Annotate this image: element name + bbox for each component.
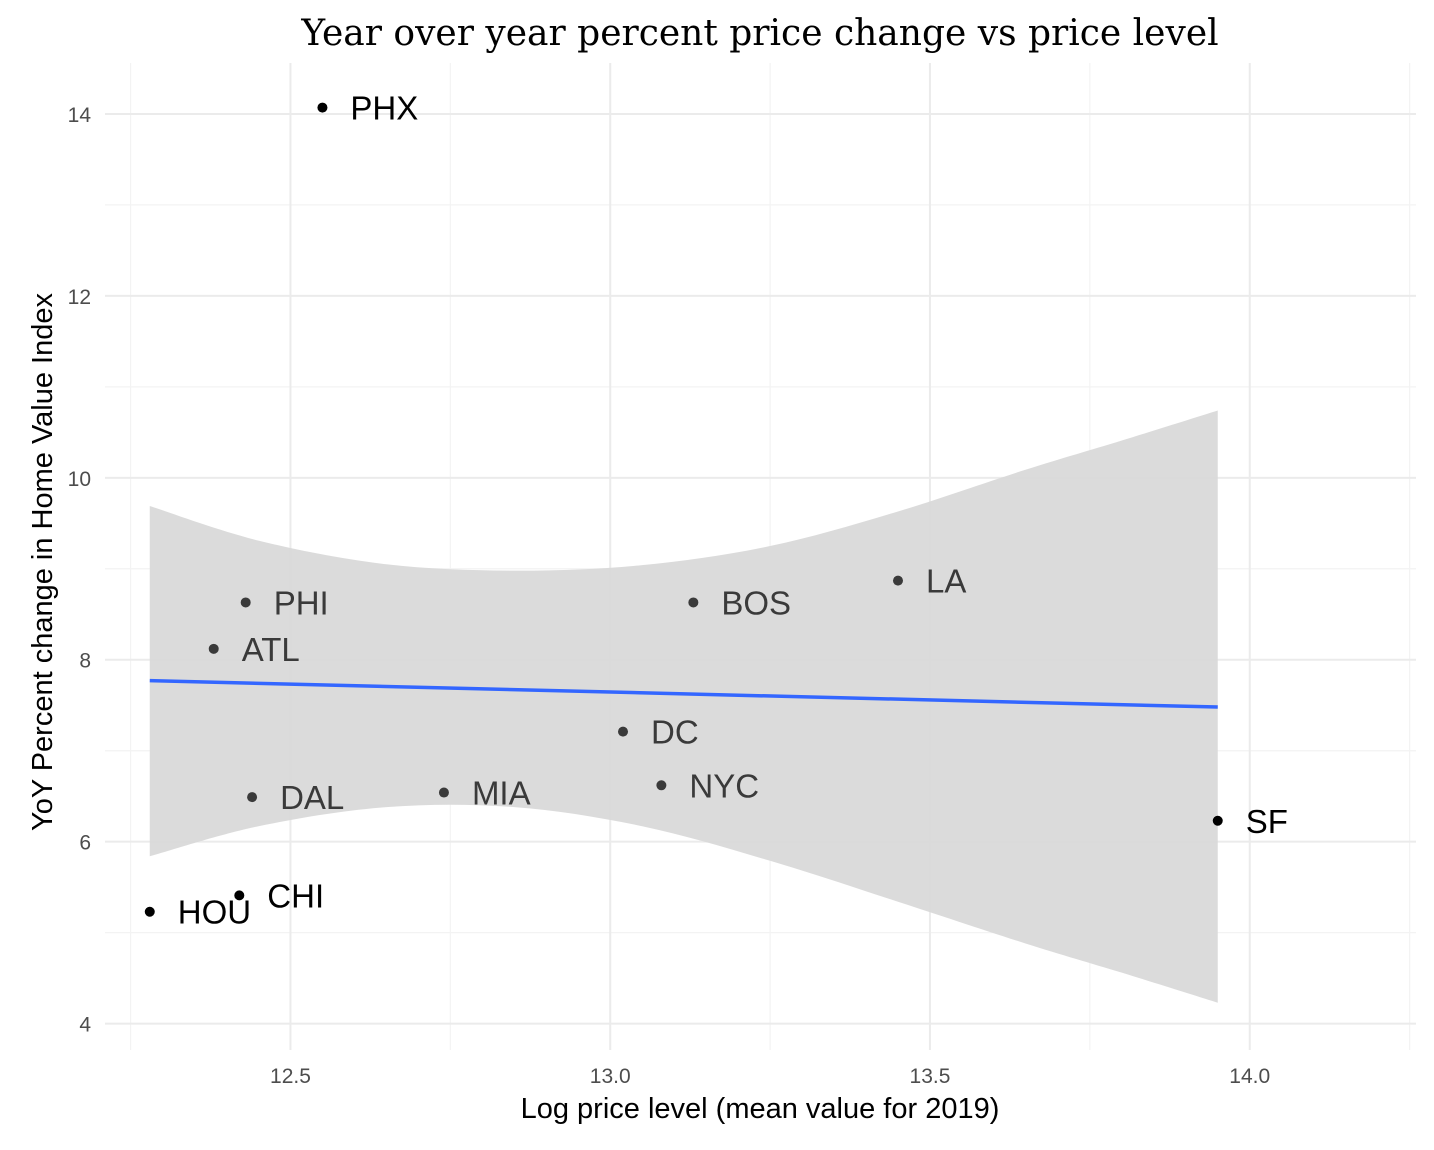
- y-tick-label: 10: [68, 468, 91, 491]
- y-axis-title: YoY Percent change in Home Value Index: [27, 293, 59, 831]
- point-label: NYC: [689, 767, 759, 804]
- x-axis-title: Log price level (mean value for 2019): [521, 1093, 1000, 1125]
- confidence-band-area: [149, 410, 1218, 1003]
- data-point: [438, 787, 449, 798]
- data-point: [1212, 815, 1223, 826]
- point-chi: CHI: [234, 877, 324, 914]
- point-label: BOS: [721, 584, 791, 621]
- chart-title: Year over year percent price change vs p…: [300, 13, 1218, 54]
- point-dal: DAL: [247, 779, 344, 816]
- point-dc: DC: [618, 714, 699, 751]
- data-point: [656, 780, 667, 791]
- trend-line: [149, 678, 1218, 709]
- point-label: SF: [1246, 803, 1288, 840]
- point-label: LA: [926, 563, 966, 600]
- point-phi: PHI: [240, 584, 329, 621]
- x-tick-label: 13.5: [910, 1065, 951, 1088]
- point-label: MIA: [472, 775, 531, 812]
- point-atl: ATL: [208, 631, 300, 668]
- confidence-band: [149, 410, 1218, 1003]
- y-axis-ticks: 4 6 8 10 12 14: [68, 104, 92, 1037]
- point-label: DAL: [280, 779, 344, 816]
- y-tick-label: 12: [68, 286, 91, 309]
- point-label: ATL: [242, 631, 300, 668]
- y-tick-label: 14: [68, 104, 92, 127]
- point-label: PHI: [274, 584, 329, 621]
- y-tick-label: 8: [79, 650, 91, 673]
- data-point: [688, 597, 699, 608]
- data-point: [208, 643, 219, 654]
- data-point: [247, 792, 258, 803]
- y-tick-label: 4: [79, 1014, 91, 1037]
- x-tick-label: 14.0: [1229, 1065, 1270, 1088]
- point-label: DC: [651, 714, 699, 751]
- data-point: [144, 906, 155, 917]
- point-bos: BOS: [688, 584, 791, 621]
- point-label: HOU: [178, 894, 251, 931]
- data-point: [618, 726, 629, 737]
- point-mia: MIA: [438, 775, 531, 812]
- x-tick-label: 13.0: [590, 1065, 631, 1088]
- trend-line-group: [149, 678, 1218, 709]
- x-axis-ticks: 12.5 13.0 13.5 14.0: [270, 1065, 1270, 1088]
- point-nyc: NYC: [656, 767, 759, 804]
- point-la: LA: [892, 563, 966, 600]
- data-points: PHX PHI ATL BOS LA DC NYC MIA DAL SF CHI HOU: [144, 90, 1288, 931]
- y-tick-label: 6: [79, 832, 91, 855]
- data-point: [240, 597, 251, 608]
- point-sf: SF: [1212, 803, 1288, 840]
- point-hou: HOU: [144, 894, 251, 931]
- x-tick-label: 12.5: [270, 1065, 311, 1088]
- point-label: PHX: [350, 90, 418, 127]
- data-point: [892, 575, 903, 586]
- point-label: CHI: [267, 877, 324, 914]
- data-point: [317, 102, 328, 113]
- point-phx: PHX: [317, 90, 418, 127]
- data-point: [234, 890, 245, 901]
